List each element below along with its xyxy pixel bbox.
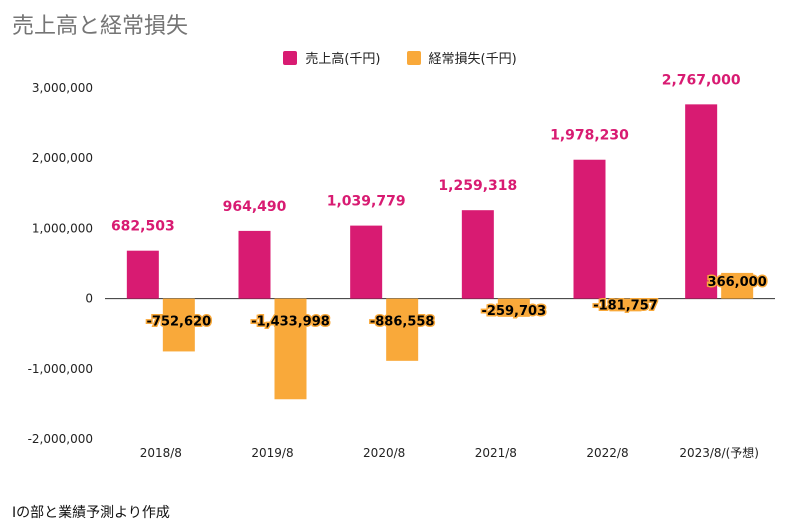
data-label-sales: 2,767,000 [662,72,741,88]
x-tick-label: 2018/8 [140,446,182,460]
bar-chart: 3,000,000 2,000,000 1,000,000 0 -1,000,000 -2… [28,72,775,460]
bar-sales [573,159,606,299]
y-tick-label: 1,000,000 [32,221,93,235]
x-tick-label: 2022/8 [586,446,628,460]
legend-item-loss: 経常損失(千円) [406,48,517,67]
source-note: Iの部と業績予測より作成 [12,505,170,521]
data-label-sales: 1,259,318 [438,178,517,194]
data-label-sales: 1,039,779 [327,194,406,210]
legend-swatch-loss [406,50,421,65]
y-tick-label: 2,000,000 [32,151,93,165]
data-label-loss: -886,558 [370,315,435,330]
y-tick-label: -1,000,000 [28,362,93,376]
chart-legend: 売上高(千円) 経常損失(千円) [0,48,800,67]
data-label-loss: -181,757 [593,298,658,313]
bar-loss [609,298,642,312]
y-tick-label: 0 [85,292,93,306]
legend-label-sales: 売上高(千円) [305,52,381,67]
data-label-loss: -1,433,998 [251,315,330,330]
bar-sales [126,250,159,299]
x-tick-label: 2021/8 [475,446,517,460]
x-tick-label: 2023/8/(予想) [679,445,759,460]
bar-sales [461,210,494,299]
bar-loss [162,298,195,352]
bar-sales [685,104,718,299]
y-tick-label: -2,000,000 [28,432,93,446]
chart-title: 売上高と経常損失 [12,14,189,39]
data-label-sales: 682,503 [111,219,175,235]
data-label-sales: 1,978,230 [550,128,629,144]
bar-sales [350,225,383,299]
bar-sales [238,230,271,299]
y-tick-label: 3,000,000 [32,81,93,95]
legend-item-sales: 売上高(千円) [283,48,381,67]
legend-swatch-sales [283,50,298,65]
bar-loss [721,272,754,299]
legend-label-loss: 経常損失(千円) [428,52,517,67]
bar-loss [497,298,530,317]
x-tick-label: 2019/8 [251,446,293,460]
bar-loss [386,298,419,361]
data-label-sales: 964,490 [223,199,287,215]
bar-loss [274,298,307,400]
x-tick-label: 2020/8 [363,446,405,460]
data-label-loss: 366,000 [708,275,767,290]
data-label-loss: -752,620 [147,315,212,330]
data-label-loss: -259,703 [482,304,547,319]
